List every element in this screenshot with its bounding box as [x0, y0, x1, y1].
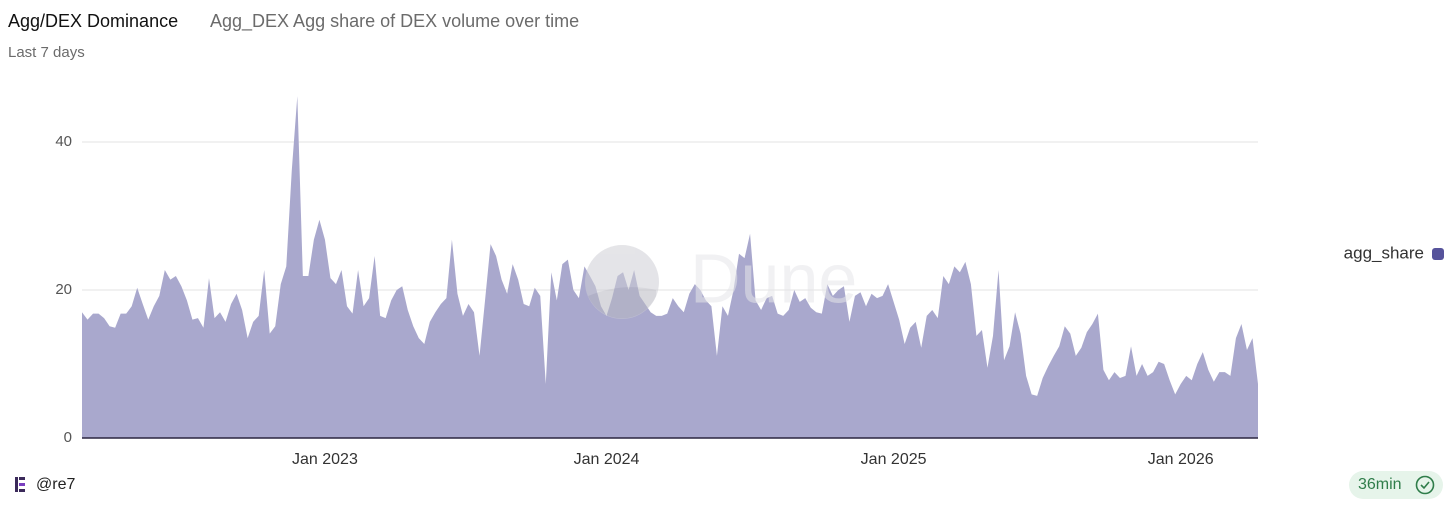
refresh-badge[interactable]: 36min — [1349, 471, 1443, 499]
logo-stripe — [19, 489, 25, 492]
period-label: Last 7 days — [8, 44, 85, 61]
x-tick-label: Jan 2026 — [1148, 451, 1214, 468]
legend-swatch — [1432, 248, 1444, 260]
badge-icon — [1415, 475, 1435, 495]
badge-check — [1420, 481, 1430, 490]
watermark: Dune — [585, 239, 857, 319]
footer-logo — [15, 477, 25, 492]
logo-stripe — [19, 477, 25, 480]
plot-area: 0 20 40 Jan 2023 Jan 2024 Jan 2025 Jan 2026 — [55, 96, 1258, 468]
watermark-logo-lower — [588, 287, 656, 319]
y-tick-label: 40 — [55, 133, 72, 150]
chart-title: Agg/DEX Dominance — [8, 11, 178, 31]
watermark-text: Dune — [690, 239, 857, 317]
y-tick-label: 0 — [64, 429, 72, 446]
chart-subtitle: Agg_DEX Agg share of DEX volume over tim… — [210, 11, 579, 32]
author: @re7 — [36, 476, 75, 493]
y-tick-label: 20 — [55, 281, 72, 298]
x-tick-label: Jan 2023 — [292, 451, 358, 468]
x-tick-label: Jan 2024 — [574, 451, 640, 468]
logo-stripe — [19, 483, 25, 486]
badge-text: 36min — [1358, 476, 1402, 493]
logo-bar — [15, 477, 18, 492]
legend-label: agg_share — [1344, 243, 1424, 262]
x-tick-label: Jan 2025 — [861, 451, 927, 468]
area — [82, 96, 1258, 439]
